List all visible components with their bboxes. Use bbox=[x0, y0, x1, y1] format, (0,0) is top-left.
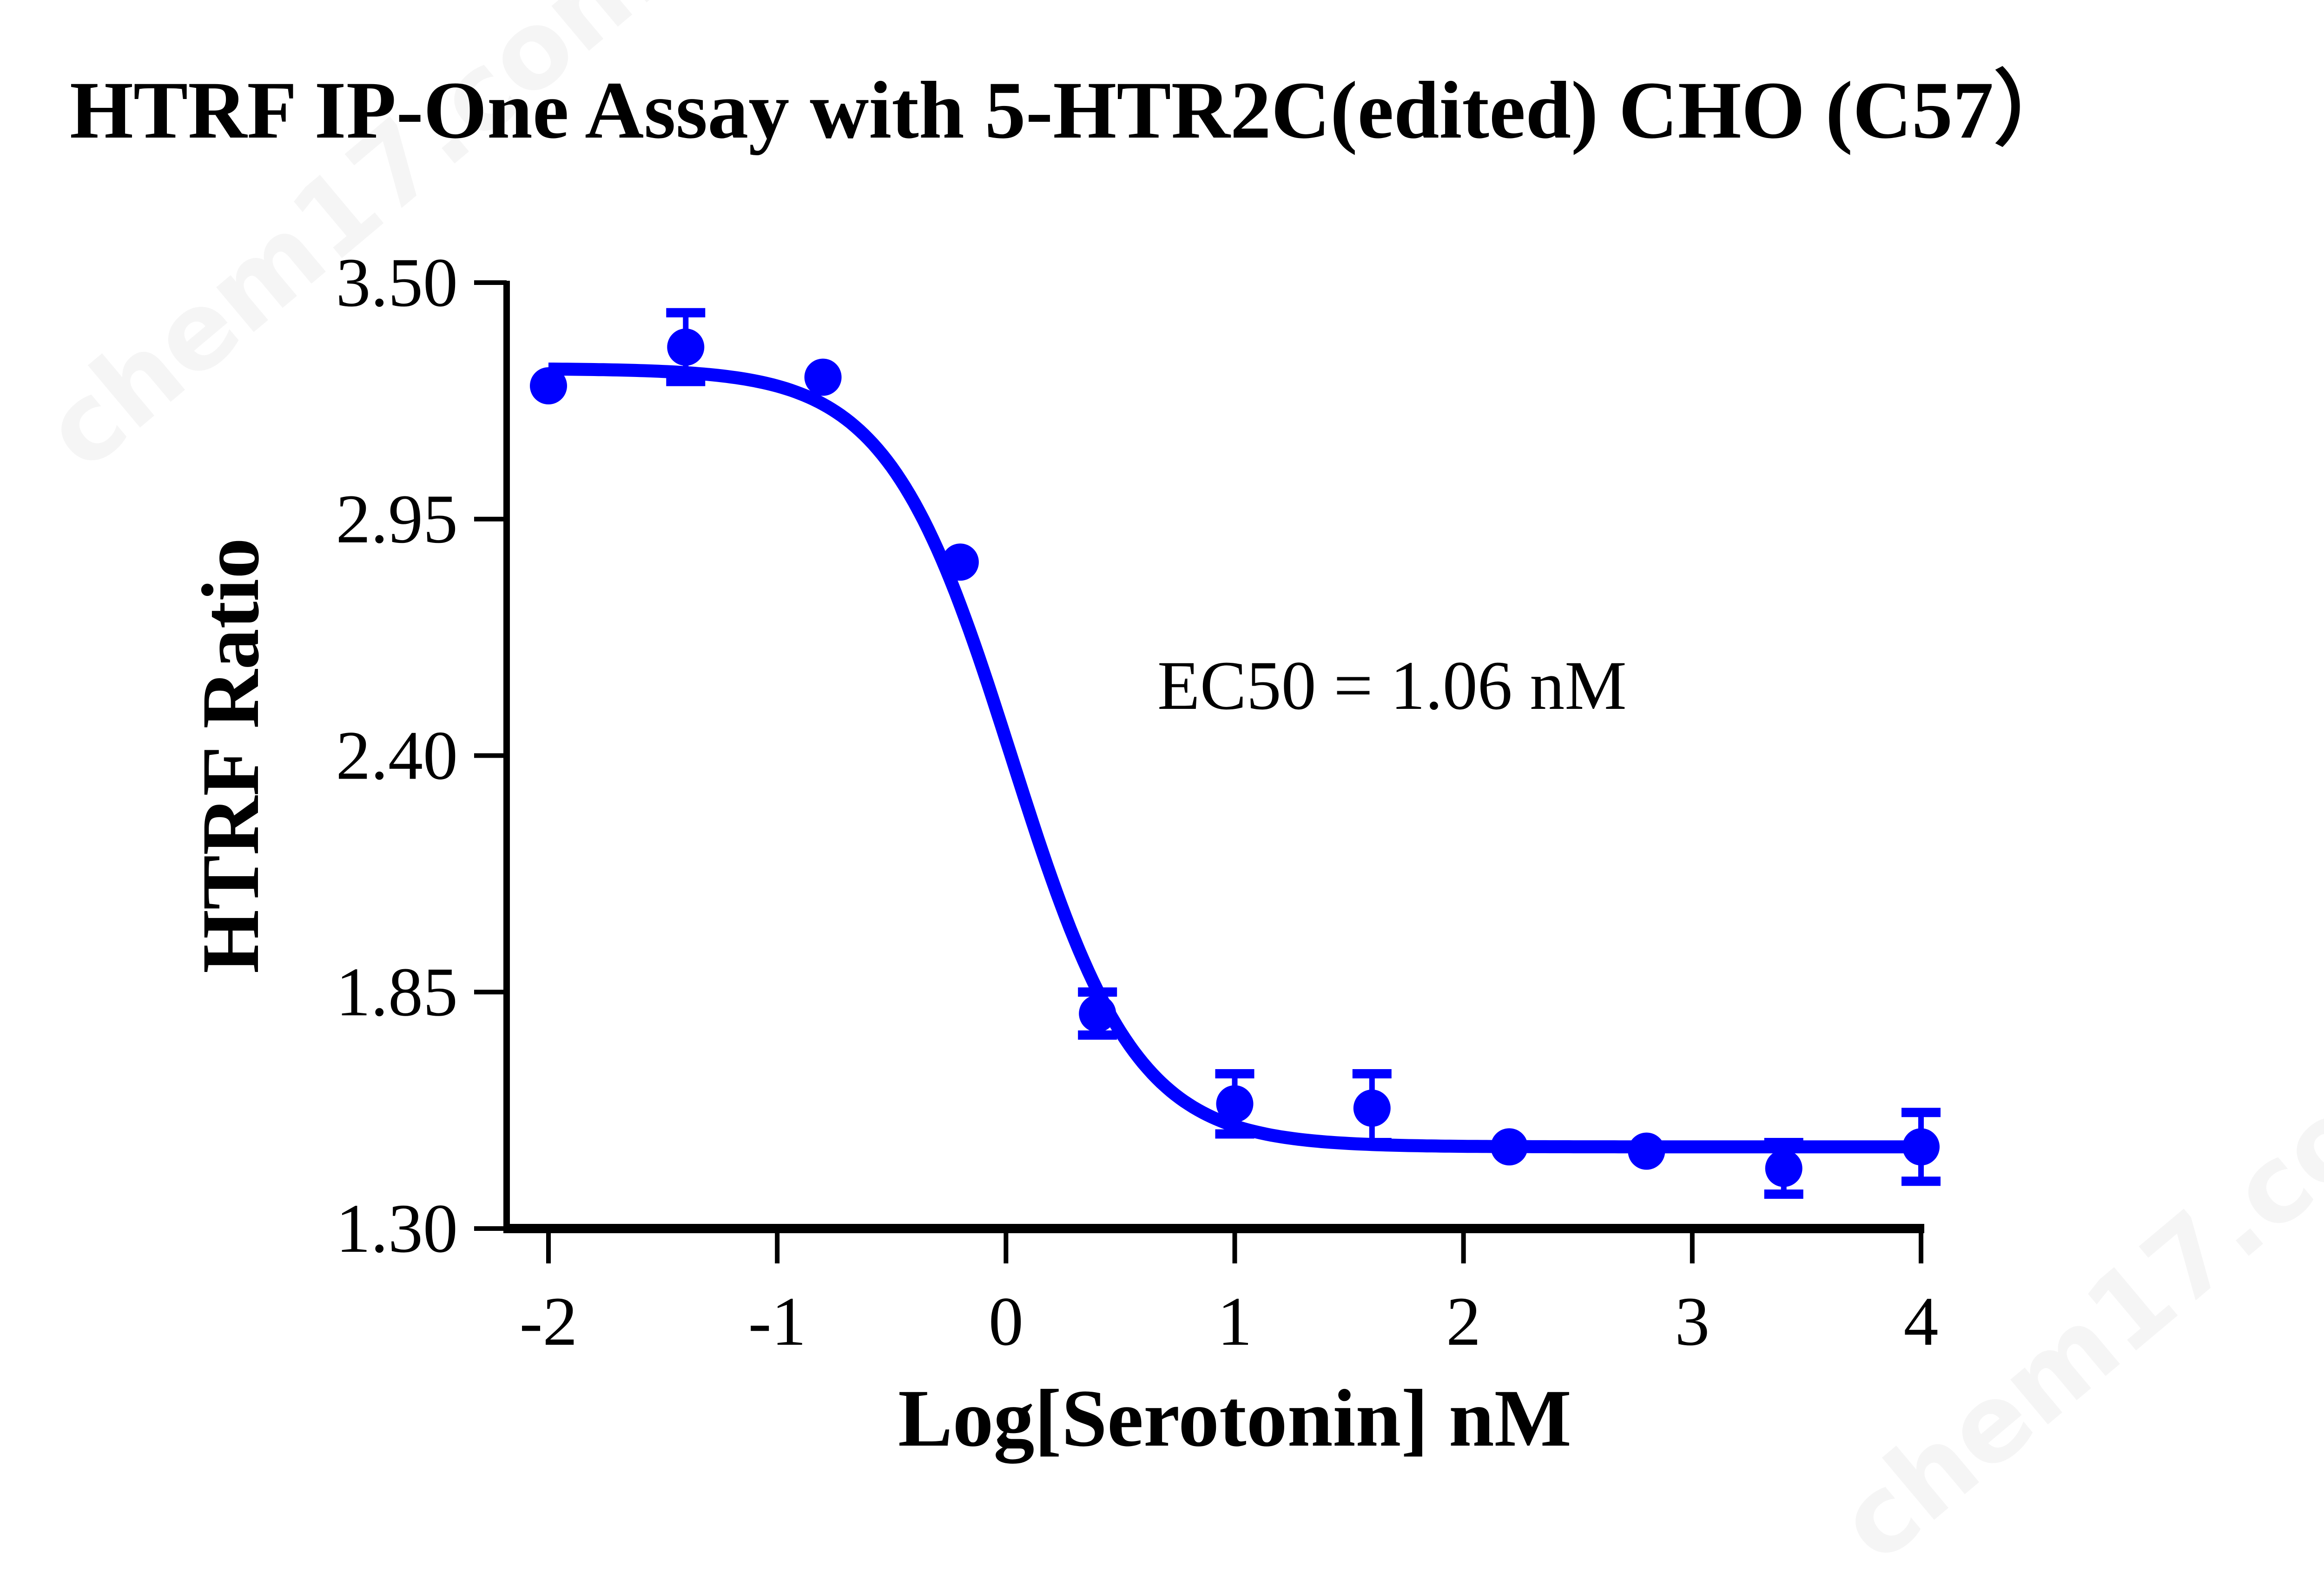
y-axis-label: HTRF Ratio bbox=[185, 538, 276, 973]
data-point bbox=[1215, 1069, 1254, 1139]
data-point bbox=[666, 308, 706, 386]
data-point bbox=[1901, 1108, 1941, 1186]
y-tick-label: 1.30 bbox=[336, 1190, 458, 1267]
data-point bbox=[941, 543, 979, 581]
fit-curve bbox=[546, 363, 1923, 1154]
y-tick-label: 2.40 bbox=[336, 717, 458, 794]
data-point bbox=[804, 358, 842, 396]
chart-title: HTRF IP-One Assay with 5-HTR2C(edited) C… bbox=[70, 65, 2076, 156]
data-point bbox=[1628, 1132, 1665, 1170]
axes: 1.30 1.85 2.40 2.95 3.50 -2 -1 0 1 2 3 4 bbox=[336, 244, 1939, 1360]
ec50-annotation: EC50 = 1.06 nM bbox=[1157, 647, 1627, 724]
data-point bbox=[1352, 1069, 1392, 1147]
x-axis-label: Log[Serotonin] nM bbox=[898, 1373, 1571, 1464]
dose-response-plot: 1.30 1.85 2.40 2.95 3.50 -2 -1 0 1 2 3 4 EC50 = 1.0… bbox=[185, 244, 1941, 1464]
data-point bbox=[1764, 1138, 1803, 1199]
data-point bbox=[1491, 1128, 1528, 1166]
data-points bbox=[530, 308, 1941, 1199]
x-tick-label: -1 bbox=[748, 1283, 806, 1360]
y-tick-label: 2.95 bbox=[336, 481, 458, 558]
x-tick-label: 4 bbox=[1904, 1283, 1939, 1360]
x-tick-label: 1 bbox=[1217, 1283, 1252, 1360]
x-tick-label: -2 bbox=[520, 1283, 578, 1360]
data-point bbox=[1078, 987, 1117, 1040]
x-tick-label: 3 bbox=[1675, 1283, 1710, 1360]
x-tick-label: 0 bbox=[989, 1283, 1023, 1360]
x-tick-label: 2 bbox=[1446, 1283, 1481, 1360]
y-tick-label: 1.85 bbox=[336, 953, 458, 1031]
data-point bbox=[530, 367, 567, 404]
y-tick-label: 3.50 bbox=[336, 244, 458, 321]
